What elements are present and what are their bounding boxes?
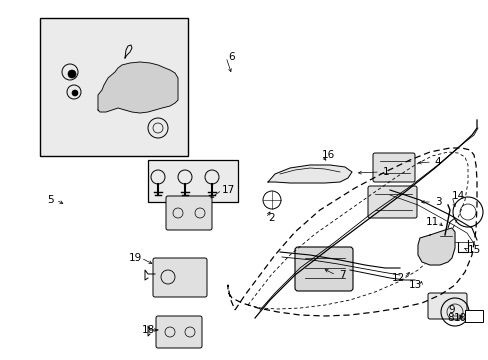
Text: 6: 6 xyxy=(228,52,235,62)
Text: 2: 2 xyxy=(268,213,275,223)
Polygon shape xyxy=(98,62,178,113)
Text: 7: 7 xyxy=(338,270,345,280)
Text: 17: 17 xyxy=(221,185,234,195)
FancyBboxPatch shape xyxy=(372,153,414,182)
Text: 15: 15 xyxy=(467,245,480,255)
Text: 4: 4 xyxy=(434,157,440,167)
Text: 3: 3 xyxy=(434,197,440,207)
Bar xyxy=(148,160,238,202)
Text: 11: 11 xyxy=(425,217,438,227)
Circle shape xyxy=(72,90,78,96)
Text: 18: 18 xyxy=(141,325,154,335)
FancyBboxPatch shape xyxy=(156,316,202,348)
Text: 10: 10 xyxy=(452,313,466,323)
Text: 13: 13 xyxy=(407,280,421,290)
Text: 8: 8 xyxy=(447,313,453,323)
Polygon shape xyxy=(267,165,351,183)
Circle shape xyxy=(68,70,76,78)
Text: 14: 14 xyxy=(450,191,464,201)
Bar xyxy=(40,18,187,156)
Text: 1: 1 xyxy=(382,167,388,177)
Text: 12: 12 xyxy=(390,273,404,283)
Text: 5: 5 xyxy=(46,195,53,205)
Polygon shape xyxy=(417,228,454,265)
Text: 9: 9 xyxy=(448,305,454,315)
FancyBboxPatch shape xyxy=(367,186,416,218)
FancyBboxPatch shape xyxy=(427,293,466,319)
FancyBboxPatch shape xyxy=(294,247,352,291)
Text: 19: 19 xyxy=(128,253,142,263)
FancyBboxPatch shape xyxy=(153,258,206,297)
FancyBboxPatch shape xyxy=(165,196,212,230)
Bar xyxy=(464,310,482,322)
Text: 16: 16 xyxy=(321,150,334,160)
